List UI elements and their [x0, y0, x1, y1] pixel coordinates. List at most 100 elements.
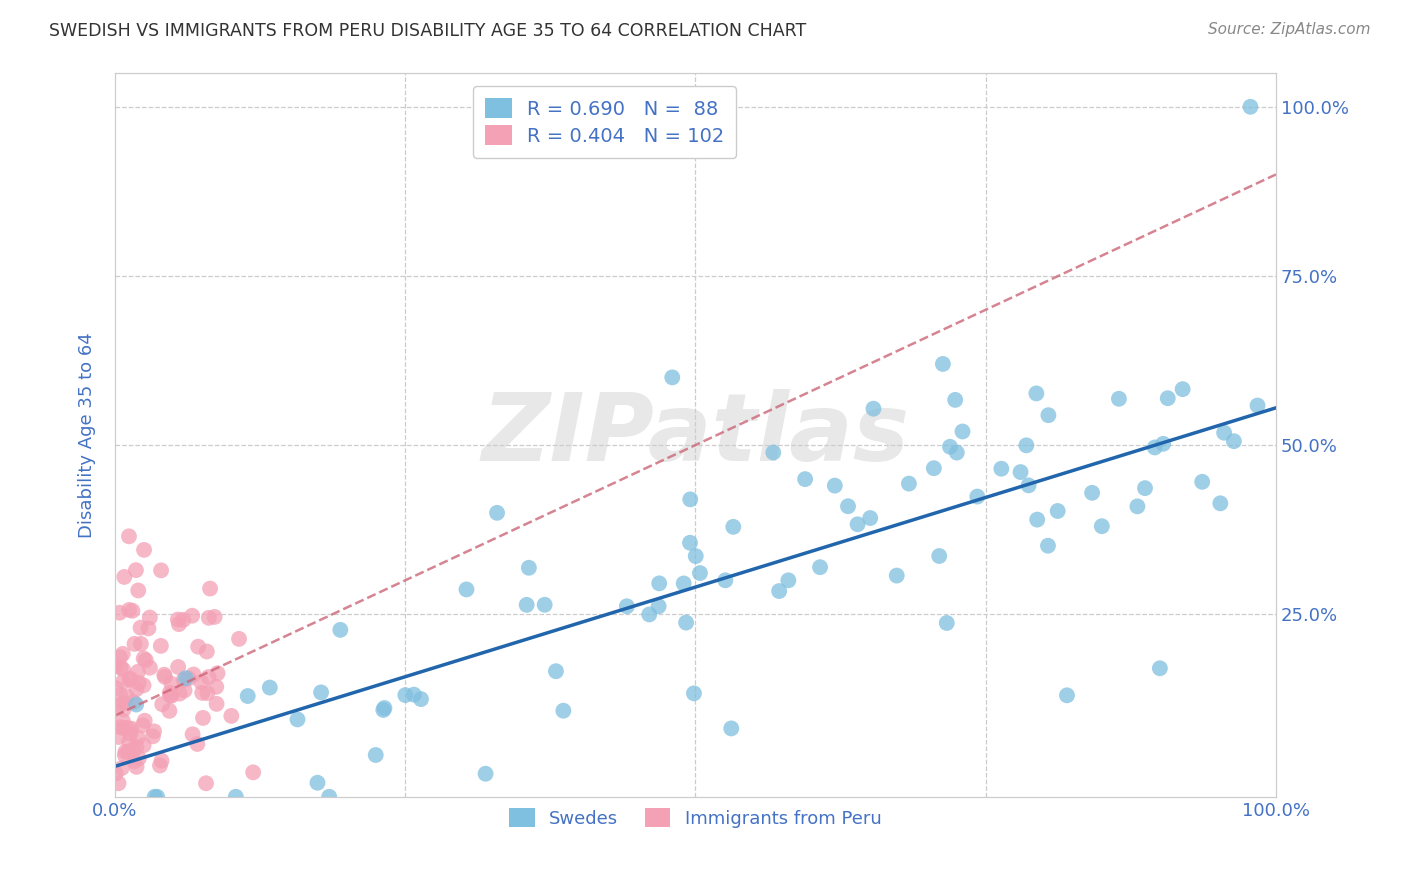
Point: [118, 673, 141, 687]
Point: [112, 696, 135, 710]
Point: [966, 490, 988, 504]
Point: [486, 506, 509, 520]
Point: [172, 613, 194, 627]
Point: [897, 476, 920, 491]
Point: [110, 688, 132, 702]
Point: [107, 776, 129, 790]
Point: [108, 606, 131, 620]
Point: [183, 667, 205, 681]
Point: [679, 492, 702, 507]
Point: [1091, 519, 1114, 533]
Point: [859, 511, 882, 525]
Point: [159, 686, 181, 700]
Point: [149, 758, 172, 772]
Point: [228, 632, 250, 646]
Point: [205, 680, 228, 694]
Point: [127, 583, 149, 598]
Point: [544, 664, 567, 678]
Point: [1213, 425, 1236, 440]
Point: [329, 623, 352, 637]
Point: [132, 678, 155, 692]
Point: [1025, 386, 1047, 401]
Point: [648, 576, 671, 591]
Point: [824, 478, 846, 492]
Y-axis label: Disability Age 35 to 64: Disability Age 35 to 64: [79, 332, 96, 538]
Point: [191, 686, 214, 700]
Point: [553, 704, 575, 718]
Point: [939, 440, 962, 454]
Point: [143, 789, 166, 804]
Point: [157, 704, 180, 718]
Point: [132, 718, 155, 732]
Point: [174, 671, 197, 685]
Point: [1046, 504, 1069, 518]
Point: [198, 611, 221, 625]
Point: [118, 735, 141, 749]
Point: [1143, 441, 1166, 455]
Point: [121, 743, 143, 757]
Point: [197, 670, 219, 684]
Point: [922, 461, 945, 475]
Text: Source: ZipAtlas.com: Source: ZipAtlas.com: [1208, 22, 1371, 37]
Point: [115, 690, 138, 704]
Point: [242, 765, 264, 780]
Point: [952, 425, 974, 439]
Legend: Swedes, Immigrants from Peru: Swedes, Immigrants from Peru: [502, 801, 889, 835]
Point: [108, 730, 131, 744]
Point: [120, 727, 142, 741]
Point: [236, 689, 259, 703]
Point: [149, 639, 172, 653]
Point: [129, 637, 152, 651]
Point: [122, 695, 145, 709]
Point: [685, 549, 707, 563]
Point: [110, 720, 132, 734]
Point: [195, 644, 218, 658]
Point: [373, 703, 395, 717]
Point: [105, 681, 128, 695]
Point: [394, 688, 416, 702]
Point: [112, 721, 135, 735]
Point: [225, 789, 247, 804]
Point: [104, 659, 127, 673]
Point: [181, 727, 204, 741]
Point: [1246, 399, 1268, 413]
Point: [474, 766, 496, 780]
Point: [1157, 391, 1180, 405]
Point: [661, 370, 683, 384]
Point: [125, 760, 148, 774]
Point: [309, 685, 332, 699]
Point: [638, 607, 661, 622]
Point: [1108, 392, 1130, 406]
Point: [714, 574, 737, 588]
Point: [364, 747, 387, 762]
Point: [111, 647, 134, 661]
Point: [373, 701, 395, 715]
Point: [846, 517, 869, 532]
Point: [146, 789, 169, 804]
Point: [167, 617, 190, 632]
Point: [808, 560, 831, 574]
Point: [186, 737, 208, 751]
Point: [762, 445, 785, 459]
Point: [221, 709, 243, 723]
Point: [768, 584, 790, 599]
Point: [125, 682, 148, 697]
Point: [104, 766, 127, 780]
Point: [127, 665, 149, 679]
Point: [197, 686, 219, 700]
Point: [153, 667, 176, 681]
Point: [159, 689, 181, 703]
Point: [689, 566, 711, 580]
Point: [1081, 485, 1104, 500]
Point: [125, 698, 148, 712]
Point: [112, 702, 135, 716]
Point: [167, 660, 190, 674]
Point: [118, 529, 141, 543]
Point: [118, 603, 141, 617]
Point: [135, 653, 157, 667]
Point: [456, 582, 478, 597]
Point: [1126, 500, 1149, 514]
Point: [647, 599, 669, 614]
Point: [114, 745, 136, 759]
Point: [675, 615, 697, 630]
